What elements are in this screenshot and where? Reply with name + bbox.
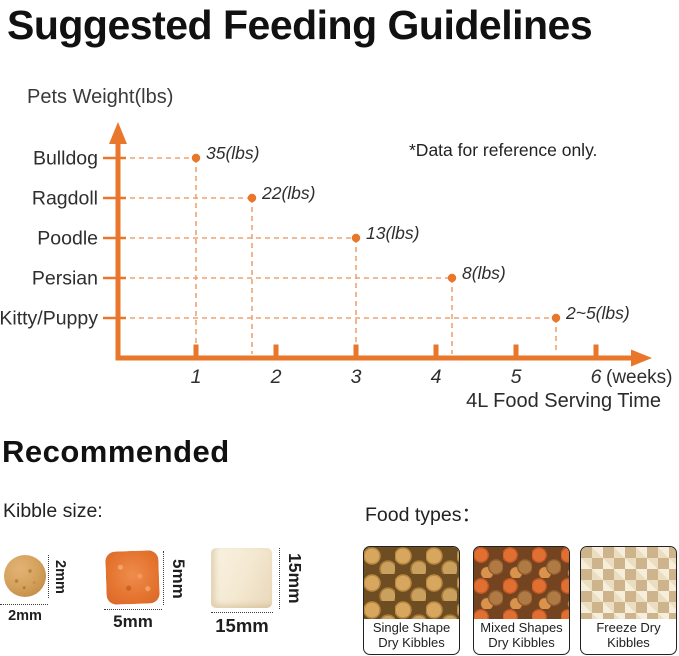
freeze-dry-cube-image — [211, 548, 272, 608]
x-tick — [273, 344, 279, 356]
mixed-shapes-kibbles-photo — [474, 547, 569, 619]
data-point-label: 22(lbs) — [261, 183, 316, 203]
reference-note: *Data for reference only. — [409, 140, 598, 160]
dimension-dotted-line-horizontal — [104, 609, 162, 610]
data-point — [447, 273, 457, 283]
kibble-height-label: 15mm — [285, 553, 305, 604]
dimension-dotted-line-vertical — [48, 555, 49, 598]
single-shape-kibbles-photo — [364, 547, 459, 619]
data-point-label: 35(lbs) — [206, 143, 260, 163]
food-type-caption: Mixed Shapes Dry Kibbles — [480, 620, 563, 650]
kibble-figure-2mm: 2mm 2mm — [0, 548, 85, 643]
dimension-dotted-line-vertical — [279, 548, 280, 609]
food-type-card-mixed-shapes: Mixed Shapes Dry Kibbles — [473, 546, 570, 655]
category-label: Poodle — [37, 228, 98, 250]
kibble-height-label: 2mm — [52, 560, 68, 594]
kibble-width-label: 15mm — [215, 615, 269, 636]
food-type-caption: Freeze Dry Kibbles — [596, 620, 661, 650]
kibble-width-label: 5mm — [113, 612, 153, 631]
x-tick-label: 4 — [431, 366, 442, 388]
kibble-height-label: 5mm — [169, 558, 188, 599]
data-point-label: 2~5(lbs) — [565, 303, 630, 323]
x-tick-label: 2 — [270, 366, 282, 388]
round-kibble-image — [4, 555, 46, 597]
category-label: Bulldog — [33, 148, 98, 170]
x-axis-arrow — [631, 349, 652, 367]
data-point — [247, 193, 257, 203]
dimension-dotted-line-horizontal — [0, 604, 48, 605]
y-axis-title: Pets Weight(lbs) — [27, 86, 174, 108]
food-type-card-freeze-dry: Freeze Dry Kibbles — [580, 546, 677, 655]
food-type-caption: Single Shape Dry Kibbles — [372, 620, 451, 650]
category-label: Ragdoll — [32, 188, 98, 210]
kibble-figure-5mm: 5mm 5mm — [104, 548, 199, 643]
dimension-dotted-line-horizontal — [211, 612, 273, 613]
page-title: Suggested Feeding Guidelines — [7, 2, 593, 48]
x-axis-unit: (weeks) — [606, 367, 673, 388]
dimension-dotted-line-vertical — [163, 551, 164, 605]
recommended-heading: Recommended — [2, 434, 230, 469]
kibble-width-label: 2mm — [8, 608, 42, 624]
x-tick — [593, 344, 599, 356]
square-kibble-image — [105, 550, 160, 605]
x-tick-label: 5 — [511, 366, 522, 388]
food-type-card-single-shape: Single Shape Dry Kibbles — [363, 546, 460, 655]
x-tick — [433, 344, 439, 356]
feeding-guidelines-chart: Bulldog Ragdoll Poodle Persian Kitty/Puppy 1 2… — [0, 78, 679, 420]
x-tick — [353, 344, 359, 356]
x-axis-caption: 4L Food Serving Time — [466, 390, 661, 412]
x-tick-label: 1 — [191, 366, 202, 388]
data-point — [191, 153, 201, 163]
x-tick — [193, 344, 199, 356]
feeding-chart-canvas: Bulldog Ragdoll Poodle Persian Kitty/Puppy 1 2… — [0, 122, 673, 388]
x-tick — [513, 344, 519, 356]
data-point — [351, 233, 361, 243]
food-types-label: Food types： — [365, 504, 481, 526]
data-point-label: 13(lbs) — [366, 223, 420, 243]
kibble-figure-15mm: 15mm 15mm — [209, 545, 319, 645]
kibble-size-label: Kibble size: — [3, 500, 103, 522]
y-axis-arrow — [109, 122, 127, 144]
data-point-label: 8(lbs) — [462, 263, 506, 283]
data-point — [551, 313, 561, 323]
category-label: Persian — [32, 268, 98, 290]
x-tick-label: 3 — [351, 366, 362, 388]
x-tick-label: 6 — [591, 366, 602, 388]
freeze-dry-kibbles-photo — [581, 547, 676, 619]
category-label: Kitty/Puppy — [0, 308, 98, 330]
